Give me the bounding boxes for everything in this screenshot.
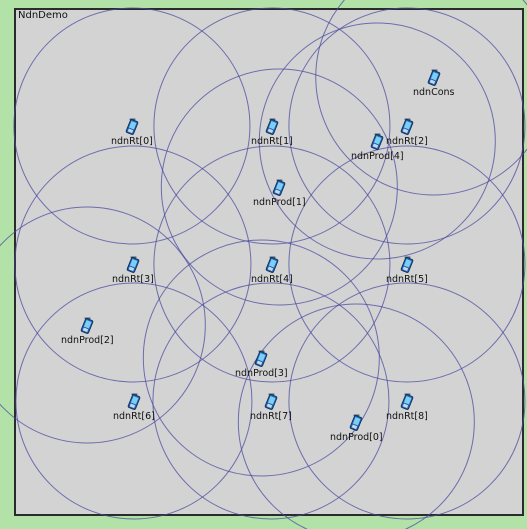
node-ndnProd-3[interactable]: ndnProd[3] xyxy=(235,349,288,379)
mobile-device-icon xyxy=(370,133,385,150)
mobile-device-icon xyxy=(254,350,269,367)
node-label: ndnRt[6] xyxy=(113,411,155,422)
mobile-device-icon xyxy=(272,179,287,196)
node-label: ndnProd[3] xyxy=(235,368,288,379)
node-ndnRt-7[interactable]: ndnRt[7] xyxy=(250,392,292,422)
mobile-device-icon xyxy=(349,414,364,431)
node-label: ndnRt[0] xyxy=(111,136,153,147)
mobile-device-icon xyxy=(265,118,279,135)
node-label: ndnProd[1] xyxy=(253,197,306,208)
mobile-device-icon xyxy=(125,118,139,135)
node-label: ndnRt[3] xyxy=(112,274,154,285)
mobile-device-icon xyxy=(127,393,141,410)
mobile-device-icon xyxy=(265,256,279,273)
node-ndnProd-2[interactable]: ndnProd[2] xyxy=(61,316,114,346)
node-ndnRt-5[interactable]: ndnRt[5] xyxy=(386,255,428,285)
node-ndnProd-1[interactable]: ndnProd[1] xyxy=(253,178,306,208)
node-label: ndnRt[5] xyxy=(386,274,428,285)
node-label: ndnRt[1] xyxy=(251,136,293,147)
node-label: ndnCons xyxy=(413,87,455,98)
node-ndnProd-0[interactable]: ndnProd[0] xyxy=(330,413,383,443)
node-label: ndnRt[8] xyxy=(386,411,428,422)
node-label: ndnRt[7] xyxy=(250,411,292,422)
mobile-device-icon xyxy=(126,256,140,273)
node-ndnRt-8[interactable]: ndnRt[8] xyxy=(386,392,428,422)
node-ndnRt-4[interactable]: ndnRt[4] xyxy=(251,255,293,285)
network-title: NdnDemo xyxy=(18,10,68,21)
mobile-device-icon xyxy=(400,393,414,410)
node-ndnRt-0[interactable]: ndnRt[0] xyxy=(111,117,153,147)
mobile-device-icon xyxy=(426,69,441,86)
node-ndnRt-1[interactable]: ndnRt[1] xyxy=(251,117,293,147)
node-label: ndnRt[4] xyxy=(251,274,293,285)
mobile-device-icon xyxy=(80,317,95,334)
node-ndnRt-3[interactable]: ndnRt[3] xyxy=(112,255,154,285)
node-ndnRt-6[interactable]: ndnRt[6] xyxy=(113,392,155,422)
node-label: ndnProd[0] xyxy=(330,432,383,443)
node-label: ndnProd[2] xyxy=(61,335,114,346)
mobile-device-icon xyxy=(400,256,414,273)
node-ndnCons[interactable]: ndnCons xyxy=(413,68,455,98)
node-ndnProd-4[interactable]: ndnProd[4] xyxy=(351,132,404,162)
mobile-device-icon xyxy=(264,393,278,410)
node-label: ndnProd[4] xyxy=(351,151,404,162)
